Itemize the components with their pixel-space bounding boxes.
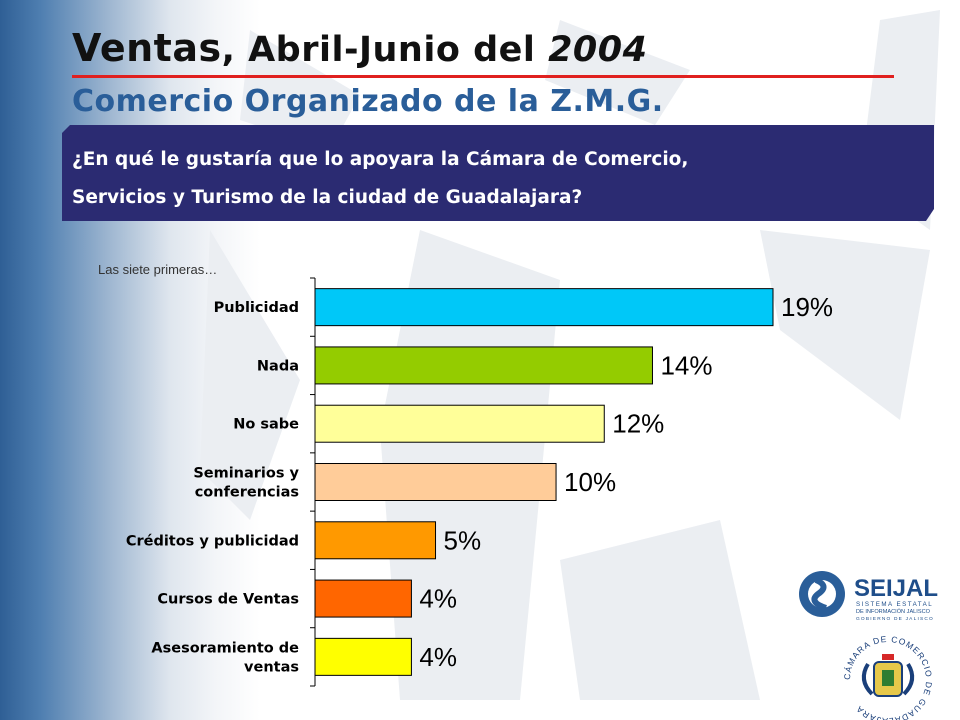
question-box: ¿En qué le gustaría que lo apoyara la Cá… — [62, 125, 934, 221]
category-label: Seminarios y conferencias — [193, 466, 299, 501]
bar — [314, 463, 557, 501]
seijal-line-2: DE INFORMACIÓN JALISCO — [856, 608, 931, 615]
data-label: 12% — [612, 409, 664, 439]
category-label-line: Cursos de Ventas — [157, 592, 299, 608]
bar — [314, 404, 605, 443]
data-label: 4% — [419, 642, 457, 672]
data-label: 4% — [419, 584, 457, 614]
bar — [314, 288, 774, 327]
bar — [314, 521, 437, 560]
category-label-line: No sabe — [233, 417, 299, 433]
chart-note: Las siete primeras… — [98, 262, 218, 277]
bar — [314, 579, 412, 618]
seijal-line-1: SISTEMA ESTATAL — [856, 601, 933, 608]
data-label: 5% — [444, 525, 482, 555]
category-label: Asesoramiento de ventas — [151, 640, 299, 675]
bar — [314, 637, 412, 676]
category-label-line: Créditos y publicidad — [126, 533, 299, 549]
seijal-line-3: GOBIERNO DE JALISCO — [856, 616, 934, 622]
category-label-line: ventas — [244, 659, 299, 675]
seijal-logo: SEIJAL SISTEMA ESTATAL DE INFORMACIÓN JA… — [799, 571, 938, 622]
coat-of-arms-icon — [861, 654, 915, 697]
category-label: Nada — [257, 358, 299, 374]
category-label-line: Nada — [257, 358, 299, 374]
page-subtitle: Comercio Organizado de la Z.M.G. — [72, 84, 664, 119]
category-label-line: Asesoramiento de — [151, 640, 299, 656]
seijal-name: SEIJAL — [854, 575, 938, 602]
data-label: 19% — [781, 292, 833, 322]
category-label-line: conferencias — [195, 485, 299, 501]
data-label: 10% — [564, 467, 616, 497]
question-line-1: ¿En qué le gustaría que lo apoyara la Cá… — [72, 149, 689, 170]
category-label-line: Seminarios y — [193, 466, 299, 482]
category-label: Publicidad — [214, 300, 299, 316]
category-label: Cursos de Ventas — [157, 592, 299, 608]
question-line-2: Servicios y Turismo de la ciudad de Guad… — [72, 187, 583, 208]
bar — [314, 346, 653, 385]
category-label: Créditos y publicidad — [126, 533, 299, 549]
category-label-line: Publicidad — [214, 300, 299, 316]
category-label: No sabe — [233, 417, 299, 433]
title-underline — [72, 75, 894, 78]
page-title: Ventas, Abril-Junio del 2004 — [72, 26, 648, 70]
data-label: 14% — [660, 350, 712, 380]
camara-comercio-logo: CÁMARA DE COMERCIO DE GUADALAJARA — [842, 634, 933, 720]
